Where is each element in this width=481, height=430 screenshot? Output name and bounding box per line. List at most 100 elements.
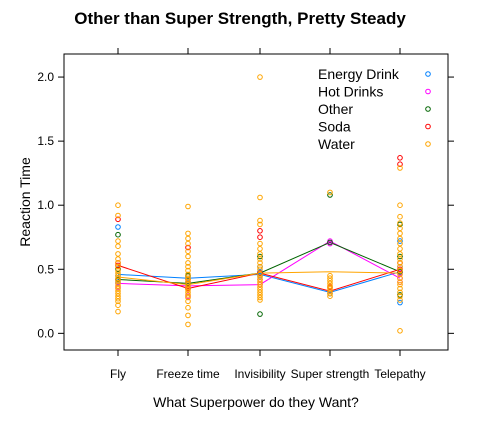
legend-marker [425,88,431,95]
x-tick-label: Freeze time [156,367,220,381]
data-point [397,299,403,306]
x-tick-label: Invisibility [234,367,285,381]
data-point [115,238,121,244]
data-point [115,231,121,238]
x-tick-label: Telepathy [374,367,425,381]
data-point [185,298,191,305]
data-point [115,243,121,249]
data-point [397,161,403,167]
data-point [115,251,121,257]
data-point [327,283,333,289]
data-point [115,256,121,262]
data-point [397,235,403,242]
data-point [397,238,403,244]
data-point [257,289,263,296]
legend-marker [425,123,431,130]
legend-label: Other [318,101,353,117]
data-point [185,304,191,311]
data-point [397,256,403,262]
data-point [115,298,121,305]
x-tick-label: Fly [110,367,126,381]
data-point [397,281,403,288]
data-point [257,311,263,317]
y-tick-label: 0.0 [37,326,54,340]
data-point [257,260,263,266]
data-point [257,228,263,234]
data-point [397,230,403,237]
data-point [257,74,263,80]
data-point [327,239,333,246]
legend-marker [425,106,431,112]
legend-marker [425,141,431,147]
data-point [185,321,191,328]
legend-label: Hot Drinks [318,84,383,100]
data-point [115,308,121,315]
data-point [397,240,403,247]
y-tick-label: 0.5 [37,262,54,276]
chart-title: Other than Super Strength, Pretty Steady [74,9,406,28]
data-point [185,248,191,255]
data-point [327,189,333,196]
data-point [327,275,333,282]
data-point [115,260,121,266]
data-point [257,246,263,252]
data-point [115,216,121,223]
legend-marker [425,71,431,77]
data-point [185,235,191,242]
data-point [257,234,263,240]
data-point [257,297,263,303]
y-axis: 0.0 0.5 1.0 1.5 2.0 [37,70,454,340]
data-point [327,293,333,300]
data-point [185,294,191,301]
y-tick-label: 1.5 [37,134,54,148]
data-point [185,267,191,274]
data-point [115,302,121,309]
legend-label: Water [318,136,355,152]
data-point [397,279,403,285]
y-axis-label: Reaction Time [17,157,33,247]
y-tick-label: 1.0 [37,198,54,212]
data-point [397,165,403,171]
data-point [257,281,263,288]
data-point [397,253,403,260]
data-points [115,74,403,334]
data-point [397,289,403,296]
data-point [185,292,191,298]
data-point [257,217,263,224]
data-point [257,253,263,260]
data-point [257,251,263,257]
data-point [185,289,191,296]
data-point [257,294,263,301]
data-point [185,203,191,210]
data-point [257,240,263,247]
data-point [185,260,191,266]
data-point [185,263,191,270]
data-point [397,260,403,266]
data-point [397,285,403,292]
data-point [185,253,191,260]
data-point [397,297,403,303]
data-point [115,263,121,270]
data-point [397,155,403,161]
data-point [327,192,333,198]
data-point [185,281,191,288]
data-point [115,212,121,219]
data-point [397,246,403,252]
legend-label: Soda [318,119,351,135]
x-axis-label: What Superpower do they Want? [153,394,359,410]
data-point [115,275,121,282]
data-point [397,202,403,208]
data-point [115,295,121,302]
data-point [257,263,263,270]
data-point [115,224,121,230]
data-point [397,275,403,282]
data-point [397,293,403,300]
data-point [257,221,263,228]
data-point [397,220,403,226]
x-tick-label: Super strength [291,367,370,381]
data-point [327,290,333,297]
data-point [257,256,263,262]
legend-label: Energy Drink [318,66,400,82]
